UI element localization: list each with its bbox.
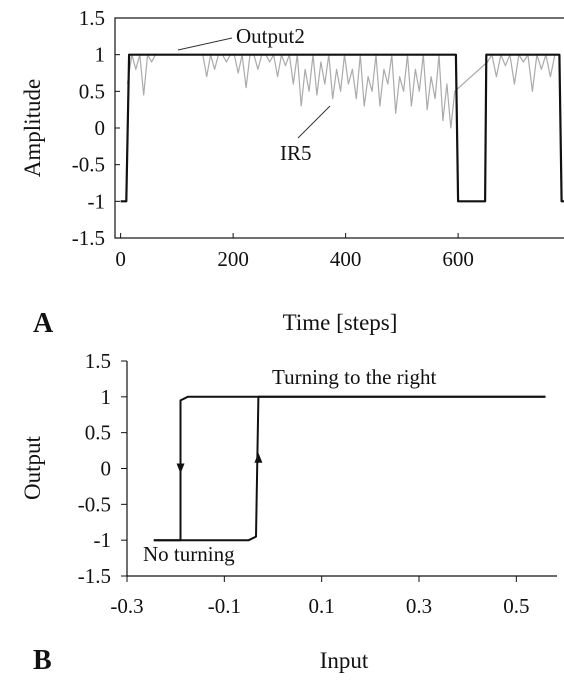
panel-a-x-axis-label: Time [steps] <box>283 310 398 335</box>
y-tick-label: 1.5 <box>79 6 105 30</box>
panel-b-y-ticks: 1.5 1 0.5 0 -0.5 -1 -1.5 <box>78 349 127 588</box>
x-tick-label: 0.5 <box>503 594 529 618</box>
y-tick-label: 1.5 <box>85 349 111 373</box>
panel-b-series <box>126 361 557 577</box>
panel-b-chart: 1.5 1 0.5 0 -0.5 -1 -1.5 -0.3 -0.1 0.1 0.3 0.5 Out… <box>20 349 557 676</box>
x-tick-label: 0 <box>115 247 126 271</box>
panel-a-x-ticks: 0 200 400 600 <box>115 233 474 271</box>
ir5-series-line <box>126 54 556 129</box>
panel-b-x-axis-label: Input <box>320 648 369 673</box>
no-turning-annotation: No turning <box>143 542 235 566</box>
y-tick-label: 1 <box>101 385 112 409</box>
x-tick-label: -0.3 <box>110 594 143 618</box>
x-tick-label: 200 <box>217 247 249 271</box>
panel-b-label: B <box>33 645 52 676</box>
panel-a-y-axis-label: Amplitude <box>20 79 45 177</box>
y-tick-label: -0.5 <box>72 153 105 177</box>
y-tick-label: 0 <box>101 457 112 481</box>
x-tick-label: 600 <box>442 247 474 271</box>
x-tick-label: -0.1 <box>208 594 241 618</box>
y-tick-label: -1.5 <box>72 226 105 250</box>
y-tick-label: -1 <box>94 528 112 552</box>
y-tick-label: 0 <box>95 116 106 140</box>
y-tick-label: -1 <box>88 189 106 213</box>
panel-a-series <box>120 53 564 203</box>
panel-b-arrows <box>176 452 263 474</box>
panel-a-plot-frame <box>114 17 564 239</box>
turning-right-annotation: Turning to the right <box>272 365 436 389</box>
panel-a-chart: 1.510.50-0.5-1-1.5 0 200 400 600 Amplitude … <box>20 6 564 339</box>
hysteresis-ascending-branch <box>153 395 546 542</box>
panel-b-y-axis-label: Output <box>20 435 45 500</box>
y-tick-label: 0.5 <box>79 79 105 103</box>
output2-series-line <box>120 53 564 203</box>
x-tick-label: 400 <box>330 247 362 271</box>
x-tick-label: 0.3 <box>406 594 432 618</box>
y-tick-label: 1 <box>95 43 106 67</box>
ir5-annotation: IR5 <box>280 141 312 165</box>
panel-a-y-ticks: 1.5 1 0.5 0 -0.5 -1 -1.5 <box>72 6 120 250</box>
y-tick-label: -1.5 <box>78 564 111 588</box>
y-tick-label: -0.5 <box>78 492 111 516</box>
panel-b-x-ticks: -0.3 -0.1 0.1 0.3 0.5 <box>110 576 529 618</box>
x-tick-label: 0.1 <box>309 594 335 618</box>
panel-a-label: A <box>33 308 54 339</box>
output2-annotation-leader <box>177 37 233 51</box>
up-arrow-marker <box>254 452 263 463</box>
output2-annotation: Output2 <box>236 24 305 48</box>
y-tick-label: 0.5 <box>85 421 111 445</box>
hysteresis-descending-branch <box>153 395 546 542</box>
down-arrow-marker <box>176 463 185 474</box>
ir5-annotation-leader <box>297 105 331 139</box>
